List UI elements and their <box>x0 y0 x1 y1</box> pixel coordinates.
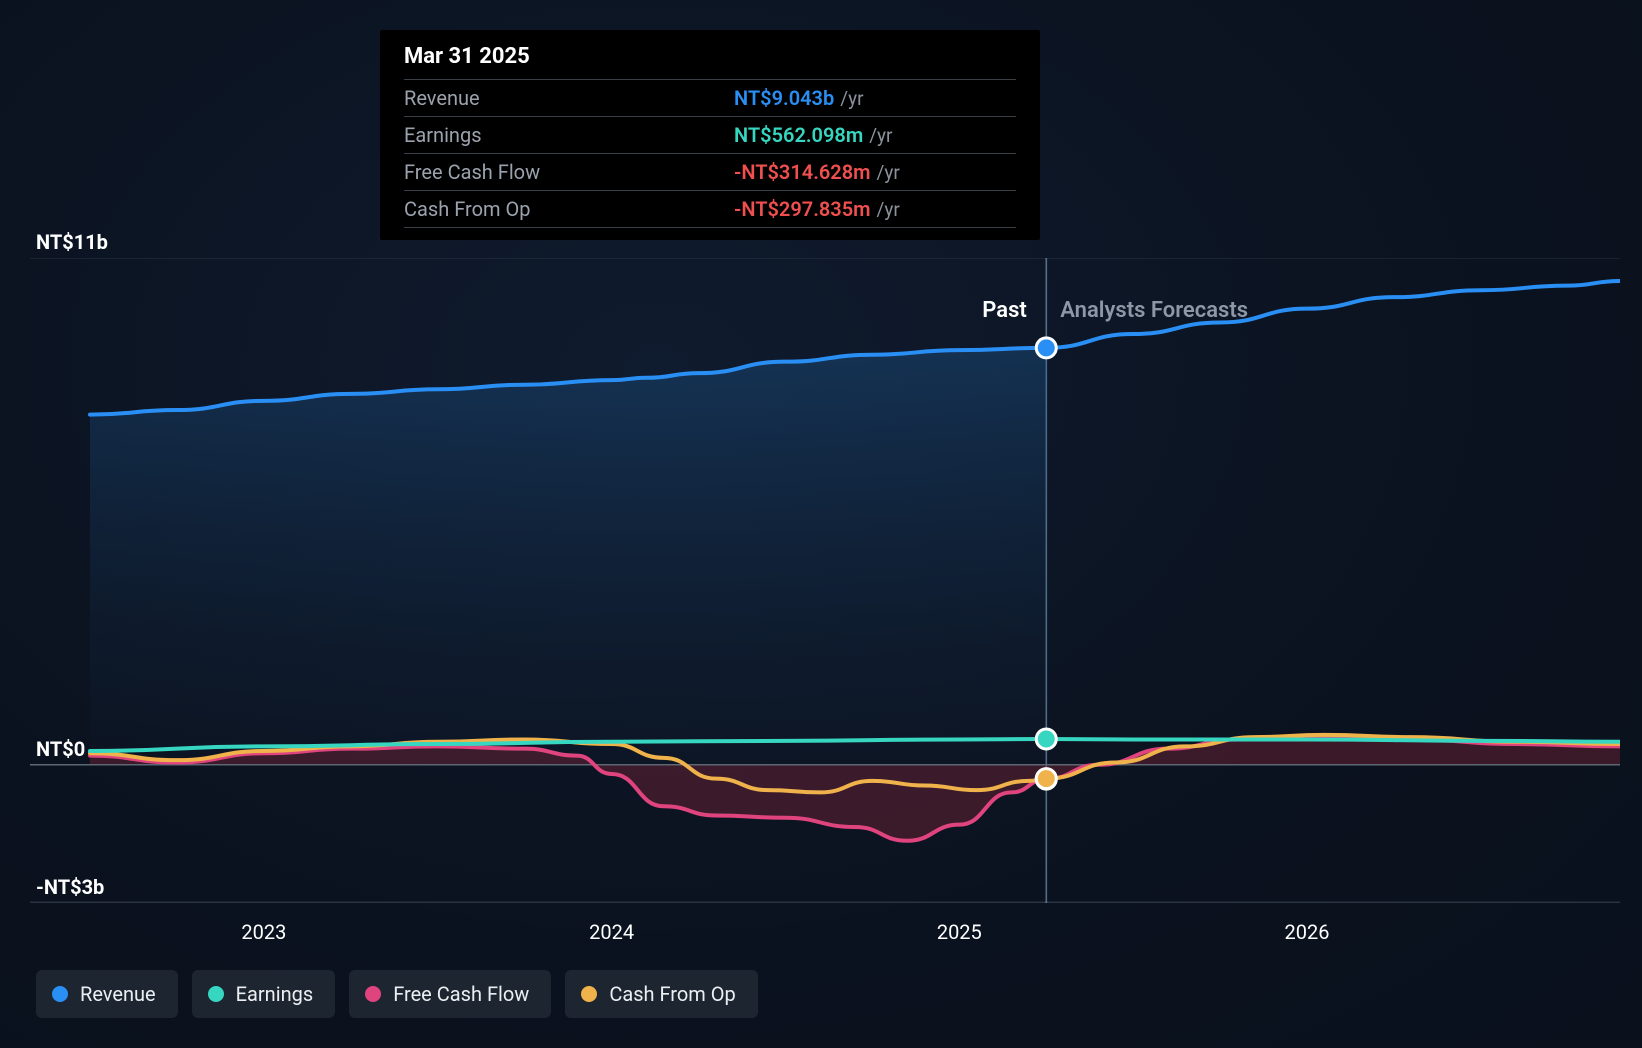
tooltip-row-value: -NT$297.835m <box>734 197 871 221</box>
tooltip-row-value: -NT$314.628m <box>734 160 871 184</box>
tooltip-row-value: NT$9.043b <box>734 86 834 110</box>
chart-tooltip: Mar 31 2025 RevenueNT$9.043b/yrEarningsN… <box>380 30 1040 240</box>
chart-legend: Revenue Earnings Free Cash Flow Cash From O… <box>36 970 758 1018</box>
x-tick-label: 2026 <box>1285 920 1330 944</box>
tooltip-row: Cash From Op-NT$297.835m/yr <box>404 190 1016 228</box>
tooltip-row-label: Cash From Op <box>404 197 734 221</box>
legend-item-earnings[interactable]: Earnings <box>192 970 336 1018</box>
tooltip-row-unit: /yr <box>840 87 863 110</box>
legend-item-fcf[interactable]: Free Cash Flow <box>349 970 551 1018</box>
tooltip-row: Free Cash Flow-NT$314.628m/yr <box>404 153 1016 190</box>
legend-item-revenue[interactable]: Revenue <box>36 970 178 1018</box>
tooltip-row-label: Revenue <box>404 86 734 110</box>
legend-dot-icon <box>208 986 224 1002</box>
chart-plot[interactable] <box>30 258 1620 903</box>
x-tick-label: 2024 <box>589 920 634 944</box>
tooltip-row-unit: /yr <box>877 198 900 221</box>
x-tick-label: 2023 <box>241 920 286 944</box>
legend-item-cfo[interactable]: Cash From Op <box>565 970 757 1018</box>
legend-label: Revenue <box>80 982 156 1006</box>
legend-dot-icon <box>581 986 597 1002</box>
tooltip-row: RevenueNT$9.043b/yr <box>404 79 1016 116</box>
tooltip-row-unit: /yr <box>877 161 900 184</box>
legend-dot-icon <box>365 986 381 1002</box>
x-axis: 2023 2024 2025 2026 <box>30 920 1620 950</box>
tooltip-row-label: Earnings <box>404 123 734 147</box>
legend-label: Earnings <box>236 982 314 1006</box>
chart-container: Mar 31 2025 RevenueNT$9.043b/yrEarningsN… <box>0 0 1642 1048</box>
tooltip-row-unit: /yr <box>869 124 892 147</box>
y-tick-label: NT$11b <box>36 230 108 254</box>
tooltip-row: EarningsNT$562.098m/yr <box>404 116 1016 153</box>
tooltip-date: Mar 31 2025 <box>404 44 1016 69</box>
legend-dot-icon <box>52 986 68 1002</box>
tooltip-row-label: Free Cash Flow <box>404 160 734 184</box>
x-tick-label: 2025 <box>937 920 982 944</box>
legend-label: Cash From Op <box>609 982 735 1006</box>
legend-label: Free Cash Flow <box>393 982 529 1006</box>
tooltip-row-value: NT$562.098m <box>734 123 863 147</box>
